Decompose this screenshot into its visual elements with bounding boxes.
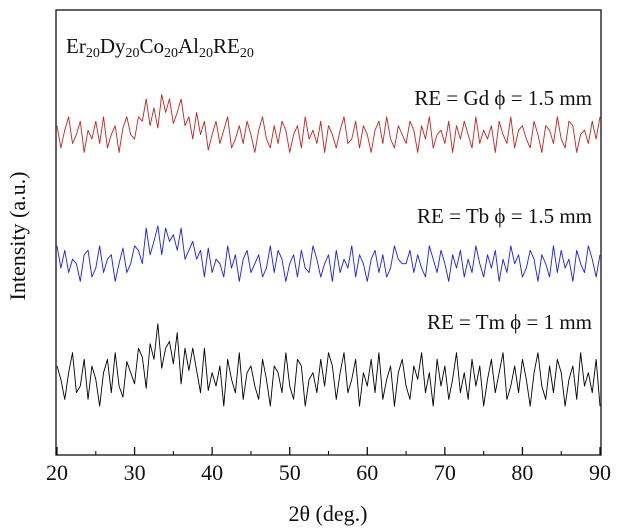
y-axis-title: Intensity (a.u.)	[5, 172, 30, 301]
x-tick-label: 40	[201, 460, 223, 485]
x-tick-label: 60	[356, 460, 378, 485]
x-tick-label: 70	[434, 460, 456, 485]
element-symbol: Dy	[100, 34, 126, 58]
subscript: 20	[86, 46, 100, 61]
composition-label: Er20Dy20Co20Al20RE20	[66, 34, 254, 61]
x-tick-label: 80	[511, 460, 533, 485]
xrd-pattern	[56, 94, 601, 153]
subscript: 20	[199, 46, 213, 61]
x-tick-label: 20	[46, 460, 68, 485]
element-symbol: Co	[140, 34, 165, 58]
series-label: RE = Gd ϕ = 1.5 mm	[414, 86, 592, 110]
subscript: 20	[164, 46, 178, 61]
element-symbol: Al	[178, 34, 199, 58]
x-tick-label: 30	[124, 460, 146, 485]
x-tick-label: 50	[279, 460, 301, 485]
series-label: RE = Tm ϕ = 1 mm	[427, 310, 592, 334]
x-axis-title: 2θ (deg.)	[289, 501, 368, 526]
plot-area	[56, 94, 601, 407]
xrd-pattern	[56, 323, 601, 407]
element-symbol: Er	[66, 34, 86, 58]
series-label: RE = Tb ϕ = 1.5 mm	[417, 204, 592, 228]
subscript: 20	[126, 46, 140, 61]
subscript: 20	[240, 46, 254, 61]
xrd-pattern	[56, 225, 601, 282]
x-tick-label: 90	[589, 460, 611, 485]
element-symbol: RE	[213, 34, 240, 58]
